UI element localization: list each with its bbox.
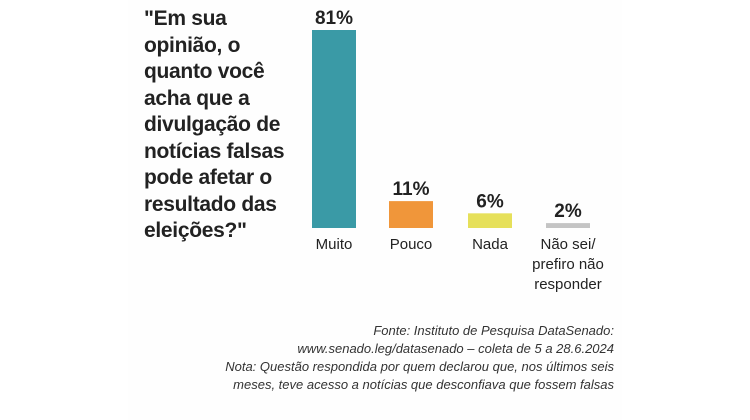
value-label-muito: 81%	[315, 8, 353, 29]
bar-muito	[312, 30, 356, 228]
source-line-1: Fonte: Instituto de Pesquisa DataSenado:	[373, 323, 614, 338]
category-label-nada: Nada	[472, 236, 509, 253]
value-label-nao-sei: 2%	[554, 201, 582, 222]
chart-card: "Em sua opinião, o quanto você acha que …	[128, 0, 622, 420]
bar-nada	[468, 213, 512, 228]
note-line-2: meses, teve acesso a notícias que descon…	[233, 377, 614, 392]
category-label-pouco: Pouco	[390, 236, 433, 253]
source-line-2: www.senado.leg/datasenado – coleta de 5 …	[297, 341, 614, 356]
bar-pouco	[389, 201, 433, 228]
survey-question: "Em sua opinião, o quanto você acha que …	[144, 7, 285, 242]
bar-nao-sei	[546, 223, 590, 228]
bar-chart: 81% Muito 11% Pouco 6% Nada 2% Não sei/prefiro …	[312, 8, 604, 293]
source-note: Fonte: Instituto de Pesquisa DataSenado:…	[134, 322, 614, 394]
category-label-nao-sei: Não sei/prefiro não responder	[532, 236, 604, 293]
value-label-nada: 6%	[476, 191, 504, 212]
category-label-muito: Muito	[316, 236, 353, 253]
value-label-pouco: 11%	[393, 179, 430, 200]
note-line-1: Nota: Questão respondida por quem declar…	[225, 359, 614, 374]
